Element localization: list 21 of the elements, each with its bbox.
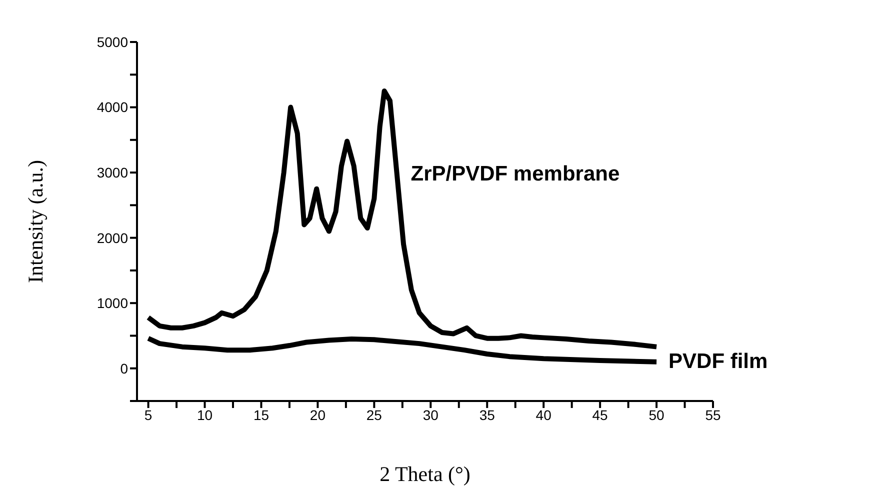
x-tick-label: 35 <box>479 406 496 423</box>
x-tick-label: 40 <box>536 406 552 423</box>
y-tick-label: 5000 <box>96 34 128 50</box>
y-axis-title: Intensity (a.u.) <box>23 160 48 284</box>
x-tick-label: 55 <box>705 406 721 423</box>
series-label: ZrP/PVDF membrane <box>410 162 620 186</box>
x-tick-label: 20 <box>310 406 326 423</box>
y-tick-label: 3000 <box>96 164 128 181</box>
x-tick-label: 45 <box>592 406 608 423</box>
y-tick-label: 4000 <box>96 99 128 116</box>
x-tick-label: 15 <box>253 406 270 423</box>
y-tick-label: 1000 <box>96 295 128 312</box>
series-label: PVDF film <box>668 350 768 373</box>
x-tick-label: 5 <box>144 406 152 423</box>
x-tick-label: 30 <box>422 406 439 423</box>
y-tick-label: 0 <box>120 360 128 376</box>
x-axis-title: 2 Theta (°) <box>380 462 470 486</box>
x-tick-label: 10 <box>196 406 213 423</box>
y-tick-label: 2000 <box>96 230 128 246</box>
x-tick-label: 25 <box>366 406 382 423</box>
x-tick-label: 50 <box>648 406 665 423</box>
